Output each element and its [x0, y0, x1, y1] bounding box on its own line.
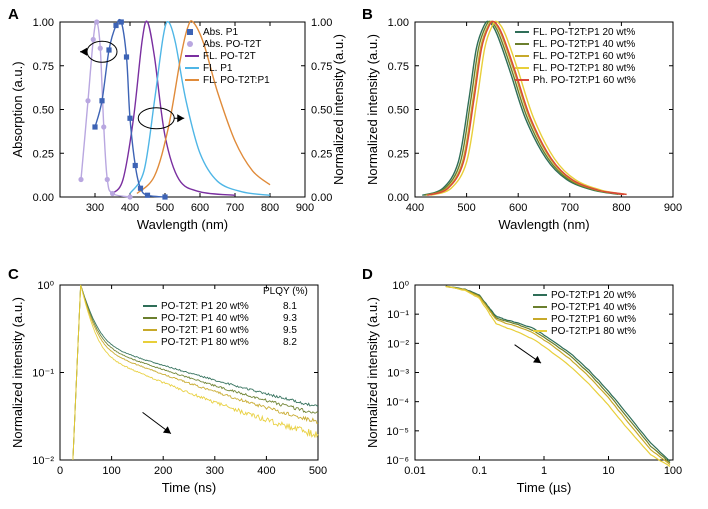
svg-text:FL. PO-T2T:P1 60 wt%: FL. PO-T2T:P1 60 wt% [533, 51, 635, 62]
svg-text:10⁻³: 10⁻³ [387, 368, 409, 380]
svg-text:600: 600 [509, 202, 527, 214]
svg-text:PO-T2T: P1 60 wt%: PO-T2T: P1 60 wt% [161, 325, 249, 336]
svg-text:0.75: 0.75 [388, 61, 409, 73]
svg-text:Wavlength (nm): Wavlength (nm) [137, 217, 228, 232]
svg-text:0.00: 0.00 [33, 192, 54, 204]
svg-text:10⁻²: 10⁻² [387, 338, 409, 350]
svg-text:0.75: 0.75 [311, 61, 332, 73]
svg-text:0: 0 [57, 465, 63, 477]
svg-text:10⁰: 10⁰ [392, 280, 409, 292]
svg-text:10⁻¹: 10⁻¹ [32, 368, 54, 380]
svg-text:FL. PO-T2T:P1 20 wt%: FL. PO-T2T:P1 20 wt% [533, 27, 635, 38]
svg-text:FL. PO-T2T:P1 40 wt%: FL. PO-T2T:P1 40 wt% [533, 39, 635, 50]
svg-text:Time (µs): Time (µs) [517, 480, 572, 495]
svg-text:9.5: 9.5 [283, 325, 297, 336]
svg-text:PO-T2T:P1 40 wt%: PO-T2T:P1 40 wt% [551, 302, 636, 313]
svg-text:10⁻¹: 10⁻¹ [387, 309, 409, 321]
svg-text:Wavlength (nm): Wavlength (nm) [498, 217, 589, 232]
svg-text:PLQY (%): PLQY (%) [263, 286, 308, 297]
svg-text:Normalized intensity (a.u.): Normalized intensity (a.u.) [365, 34, 380, 185]
svg-text:Time (ns): Time (ns) [162, 480, 216, 495]
svg-text:1: 1 [541, 465, 547, 477]
svg-text:700: 700 [561, 202, 579, 214]
svg-text:800: 800 [612, 202, 630, 214]
svg-text:Abs. PO-T2T: Abs. PO-T2T [203, 39, 261, 50]
svg-text:500: 500 [457, 202, 475, 214]
svg-text:Normalized intensity (a.u.): Normalized intensity (a.u.) [10, 297, 25, 448]
svg-text:0.1: 0.1 [472, 465, 487, 477]
svg-text:800: 800 [261, 202, 279, 214]
svg-text:300: 300 [86, 202, 104, 214]
svg-text:0.75: 0.75 [33, 61, 54, 73]
svg-text:FL. PO-T2T:P1: FL. PO-T2T:P1 [203, 75, 270, 86]
svg-text:0.25: 0.25 [311, 148, 332, 160]
svg-text:PO-T2T:P1 80 wt%: PO-T2T:P1 80 wt% [551, 326, 636, 337]
svg-text:PO-T2T: P1 80 wt%: PO-T2T: P1 80 wt% [161, 337, 249, 348]
svg-text:1.00: 1.00 [388, 17, 409, 29]
svg-text:1.00: 1.00 [311, 17, 332, 29]
svg-text:8.1: 8.1 [283, 301, 297, 312]
svg-text:700: 700 [226, 202, 244, 214]
svg-text:100: 100 [664, 465, 682, 477]
svg-text:10⁻⁶: 10⁻⁶ [386, 455, 409, 467]
svg-text:10⁻⁴: 10⁻⁴ [386, 397, 409, 409]
svg-text:PO-T2T: P1 20 wt%: PO-T2T: P1 20 wt% [161, 301, 249, 312]
svg-text:600: 600 [191, 202, 209, 214]
svg-text:100: 100 [102, 465, 120, 477]
svg-text:0.00: 0.00 [311, 192, 332, 204]
svg-text:400: 400 [121, 202, 139, 214]
svg-text:500: 500 [156, 202, 174, 214]
svg-text:FL. PO-T2T:P1 80 wt%: FL. PO-T2T:P1 80 wt% [533, 63, 635, 74]
svg-text:0.00: 0.00 [388, 192, 409, 204]
svg-text:0.25: 0.25 [33, 148, 54, 160]
svg-text:FL. PO-T2T: FL. PO-T2T [203, 51, 256, 62]
svg-text:PO-T2T:P1 20 wt%: PO-T2T:P1 20 wt% [551, 290, 636, 301]
svg-text:8.2: 8.2 [283, 337, 297, 348]
svg-text:10: 10 [602, 465, 614, 477]
svg-text:200: 200 [154, 465, 172, 477]
svg-text:10⁰: 10⁰ [37, 280, 54, 292]
svg-text:0.50: 0.50 [311, 105, 332, 117]
svg-text:0.25: 0.25 [388, 148, 409, 160]
svg-text:Absorption (a.u.): Absorption (a.u.) [10, 61, 25, 157]
svg-text:PO-T2T: P1 40 wt%: PO-T2T: P1 40 wt% [161, 313, 249, 324]
figure-svg: 300 400 500 600 700 800 900 0.00 0.00 0.25 0.25 0.5… [0, 0, 708, 509]
svg-text:300: 300 [206, 465, 224, 477]
svg-text:Normalized intensity (a.u.): Normalized intensity (a.u.) [365, 297, 380, 448]
svg-text:Abs. P1: Abs. P1 [203, 27, 238, 38]
svg-text:9.3: 9.3 [283, 313, 297, 324]
svg-text:PO-T2T:P1 60 wt%: PO-T2T:P1 60 wt% [551, 314, 636, 325]
svg-text:400: 400 [257, 465, 275, 477]
svg-text:Normalized intensity (a.u.): Normalized intensity (a.u.) [331, 34, 346, 185]
svg-text:1.00: 1.00 [33, 17, 54, 29]
svg-text:500: 500 [309, 465, 327, 477]
svg-text:FL. P1: FL. P1 [203, 63, 233, 74]
svg-text:10⁻⁵: 10⁻⁵ [386, 426, 409, 438]
svg-text:0.50: 0.50 [33, 105, 54, 117]
svg-text:10⁻²: 10⁻² [32, 455, 54, 467]
svg-text:Ph. PO-T2T:P1 60 wt%: Ph. PO-T2T:P1 60 wt% [533, 75, 636, 86]
svg-text:900: 900 [664, 202, 682, 214]
svg-text:0.50: 0.50 [388, 105, 409, 117]
